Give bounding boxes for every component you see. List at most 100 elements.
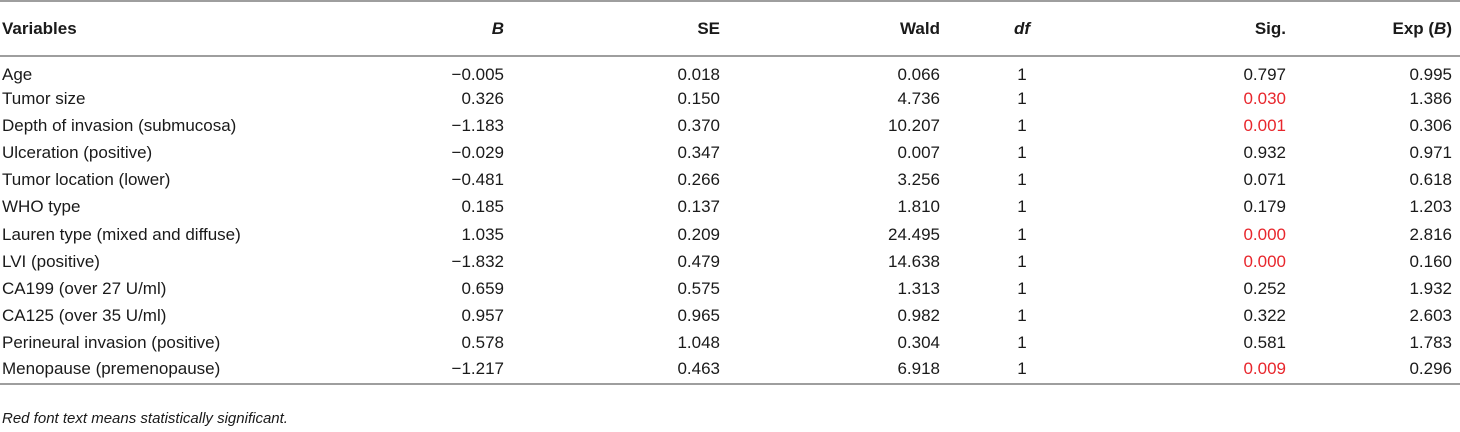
cell-b: −1.832 [451,251,504,271]
cell-df: 1 [1017,306,1027,326]
cell-se: 0.137 [677,197,720,217]
cell-b: −1.217 [370,356,512,386]
header-exp-suffix: ) [1446,18,1452,38]
table-row: CA125 (over 35 U/ml) 0.957 0.965 0.982 1 0.32… [0,303,1460,330]
table-row: Tumor location (lower) −0.481 0.266 3.256 1 0… [0,167,1460,194]
cell-df: 1 [1017,170,1027,190]
header-exp-prefix: Exp ( [1392,18,1435,38]
cell-wald: 0.007 [897,142,940,162]
cell-sig: 0.932 [1243,142,1286,162]
header-se: SE [512,0,728,57]
header-sig: Sig. [1104,0,1294,57]
cell-variable: Perineural invasion (positive) [2,333,221,353]
cell-variable: Age [2,65,33,84]
table-row: Perineural invasion (positive) 0.578 1.048… [0,330,1460,357]
cell-se: 0.347 [677,142,720,162]
cell-wald: 4.736 [897,88,940,108]
table-row: Ulceration (positive) −0.029 0.347 0.007 1 0.… [0,139,1460,166]
table-row: Depth of invasion (submucosa) −1.183 0.370… [0,112,1460,139]
cell-df: 1 [1017,224,1027,244]
table-row: LVI (positive) −1.832 0.479 14.638 1 0.000 0.1… [0,248,1460,275]
cell-wald: 0.066 [897,65,940,84]
cell-exp: 1.203 [1409,197,1452,217]
cell-sig: 0.071 [1243,170,1286,190]
cell-exp: 2.603 [1409,306,1452,326]
cell-exp: 2.816 [1409,224,1452,244]
cell-b: 0.578 [461,333,504,353]
cell-b: −0.005 [451,65,504,84]
header-b: B [370,0,512,57]
cell-exp: 1.932 [1409,278,1452,298]
cell-df: 1 [1017,142,1027,162]
regression-table-container: Variables B SE Wald df Sig. Exp (B) Age −… [0,0,1460,386]
cell-variable: Lauren type (mixed and diffuse) [2,224,241,244]
cell-sig: 0.030 [1243,88,1286,108]
cell-df: 1 [1017,88,1027,108]
cell-wald: 0.304 [897,333,940,353]
header-row: Variables B SE Wald df Sig. Exp (B) [0,0,1460,57]
cell-sig: 0.581 [1243,333,1286,353]
cell-se: 0.370 [677,115,720,135]
cell-b: 0.957 [461,306,504,326]
cell-variable: CA125 (over 35 U/ml) [2,306,167,326]
table-body: Age −0.005 0.018 0.066 1 0.797 0.995 Tumor size… [0,56,1460,386]
cell-df: 1 [1017,278,1027,298]
cell-wald: 1.810 [897,197,940,217]
cell-se: 0.266 [677,170,720,190]
cell-exp: 0.971 [1409,142,1452,162]
cell-sig: 0.797 [1243,65,1286,84]
cell-sig: 0.009 [1104,356,1294,386]
cell-wald: 3.256 [897,170,940,190]
cell-variable: WHO type [2,197,81,217]
cell-wald: 6.918 [728,356,948,386]
cell-b: 0.659 [461,278,504,298]
cell-df: 1 [1017,65,1027,84]
cell-b: 0.326 [461,88,504,108]
table-row: CA199 (over 27 U/ml) 0.659 0.575 1.313 1 0.25… [0,275,1460,302]
cell-sig: 0.001 [1243,115,1286,135]
cell-df: 1 [1017,115,1027,135]
cell-b: −1.183 [451,115,504,135]
table-row: Menopause (premenopause) −1.217 0.463 6.918… [0,356,1460,386]
cell-se: 0.965 [677,306,720,326]
regression-table: Variables B SE Wald df Sig. Exp (B) Age −… [0,0,1460,386]
cell-se: 0.018 [677,65,720,84]
cell-df: 1 [948,356,1104,386]
cell-sig: 0.252 [1243,278,1286,298]
cell-variable: Tumor location (lower) [2,170,171,190]
header-exp-b-italic: B [1434,18,1447,38]
header-exp-b: Exp (B) [1294,0,1460,57]
header-wald: Wald [728,0,948,57]
cell-exp: 0.618 [1409,170,1452,190]
table-header: Variables B SE Wald df Sig. Exp (B) [0,0,1460,57]
cell-se: 0.209 [677,224,720,244]
cell-wald: 10.207 [888,115,940,135]
cell-wald: 14.638 [888,251,940,271]
cell-variable: Ulceration (positive) [2,142,153,162]
cell-variable: Depth of invasion (submucosa) [2,115,237,135]
cell-se: 0.463 [512,356,728,386]
cell-variable: Menopause (premenopause) [0,356,370,386]
cell-variable: Tumor size [2,88,86,108]
cell-wald: 24.495 [888,224,940,244]
cell-df: 1 [1017,333,1027,353]
cell-exp: 0.160 [1409,251,1452,271]
cell-wald: 1.313 [897,278,940,298]
cell-b: −0.029 [451,142,504,162]
cell-sig: 0.322 [1243,306,1286,326]
cell-sig: 0.000 [1243,224,1286,244]
cell-se: 0.575 [677,278,720,298]
cell-se: 0.479 [677,251,720,271]
cell-df: 1 [1017,197,1027,217]
table-row: Lauren type (mixed and diffuse) 1.035 0.20… [0,221,1460,248]
cell-b: 0.185 [461,197,504,217]
header-variables: Variables [0,0,370,57]
cell-se: 1.048 [677,333,720,353]
table-row: Age −0.005 0.018 0.066 1 0.797 0.995 [0,56,1460,85]
cell-exp: 1.386 [1409,88,1452,108]
cell-variable: CA199 (over 27 U/ml) [2,278,167,298]
table-row: WHO type 0.185 0.137 1.810 1 0.179 1.203 [0,194,1460,221]
cell-sig: 0.179 [1243,197,1286,217]
cell-exp: 0.296 [1294,356,1460,386]
cell-variable: LVI (positive) [2,251,100,271]
